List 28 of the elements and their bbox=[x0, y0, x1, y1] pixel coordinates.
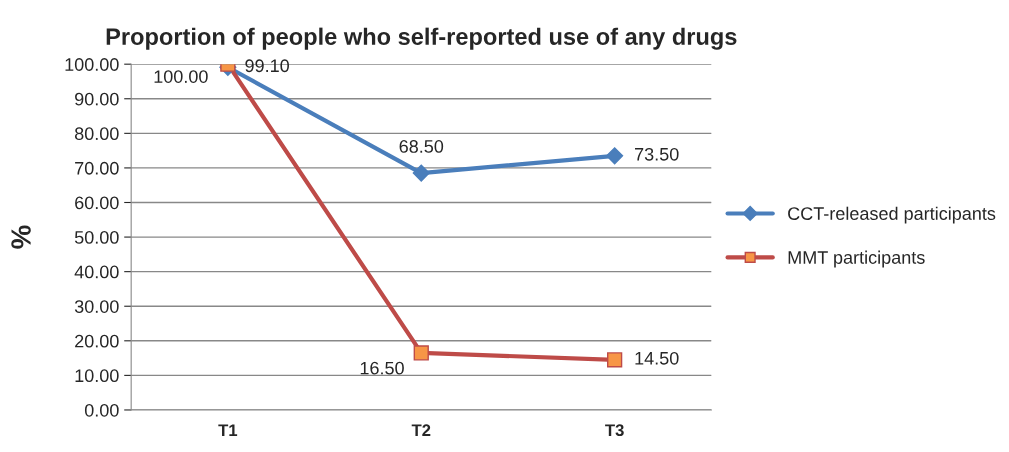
point bbox=[412, 164, 430, 182]
x-tick-label: T3 bbox=[605, 424, 624, 437]
y-tick-label: 90.00 bbox=[75, 92, 119, 106]
y-tick-label: 0.00 bbox=[84, 403, 119, 417]
data-label: 68.50 bbox=[399, 140, 444, 153]
x-tick-label: T2 bbox=[411, 424, 431, 436]
y-tick-label: 40.00 bbox=[74, 265, 119, 279]
y-tick-label: 100.00 bbox=[65, 58, 119, 71]
y-tick-label: 80.00 bbox=[74, 127, 119, 141]
data-label: 99.10 bbox=[245, 59, 290, 73]
y-tick-label: 10.00 bbox=[75, 369, 119, 383]
point bbox=[413, 345, 429, 361]
point bbox=[606, 147, 624, 165]
x-tick-label: T1 bbox=[218, 424, 238, 436]
y-tick-label: 70.00 bbox=[75, 161, 119, 175]
y-tick-label: 60.00 bbox=[75, 196, 119, 210]
chart-title: Proportion of people who self-reported use of any drugs bbox=[106, 27, 737, 50]
y-tick-label: 50.00 bbox=[74, 231, 119, 244]
data-label: 16.50 bbox=[360, 361, 404, 375]
point bbox=[607, 352, 623, 368]
data-label: 100.00 bbox=[154, 70, 208, 83]
data-label: 73.50 bbox=[635, 147, 679, 161]
y-tick-label: 20.00 bbox=[75, 334, 119, 348]
y-tick-label: 30.00 bbox=[74, 300, 119, 313]
y-axis-title: % bbox=[11, 225, 31, 249]
legend-label: MMT participants bbox=[788, 250, 925, 268]
data-label: 14.50 bbox=[635, 351, 679, 365]
legend-label: CCT-released participants bbox=[788, 206, 996, 224]
